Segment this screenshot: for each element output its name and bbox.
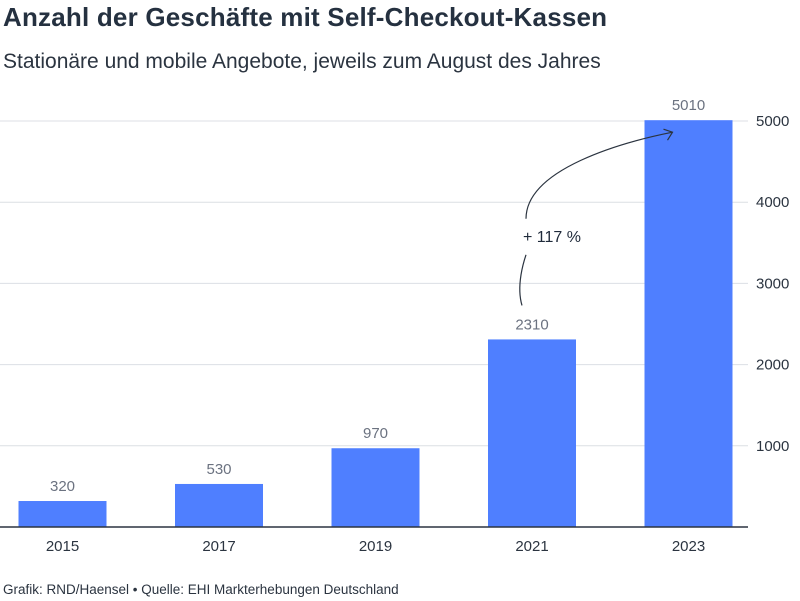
data-label: 530 bbox=[206, 461, 231, 478]
data-label: 2310 bbox=[515, 316, 548, 333]
x-tick-label: 2019 bbox=[359, 538, 392, 555]
y-tick-label: 1000 bbox=[756, 438, 789, 455]
x-tick-label: 2023 bbox=[672, 538, 705, 555]
annotation-curve-lower bbox=[519, 254, 527, 306]
annotation-arrowhead bbox=[663, 128, 674, 141]
data-label: 970 bbox=[363, 425, 388, 442]
chart-title: Anzahl der Geschäfte mit Self-Checkout-K… bbox=[3, 2, 608, 32]
y-tick-label: 2000 bbox=[756, 357, 789, 374]
data-label: 320 bbox=[50, 478, 75, 495]
x-tick-label: 2021 bbox=[515, 538, 548, 555]
x-tick-label: 2017 bbox=[202, 538, 235, 555]
y-tick-label: 5000 bbox=[756, 113, 789, 130]
bar bbox=[18, 501, 107, 527]
annotation-curve-upper bbox=[525, 131, 673, 219]
bar bbox=[331, 448, 420, 527]
bar bbox=[488, 339, 576, 527]
bar bbox=[644, 120, 733, 528]
source-credit: Grafik: RND/Haensel • Quelle: EHI Markte… bbox=[3, 582, 399, 597]
x-tick-label: 2015 bbox=[46, 538, 79, 555]
y-tick-label: 4000 bbox=[756, 194, 789, 211]
y-tick-label: 3000 bbox=[756, 275, 789, 292]
chart-subtitle: Stationäre und mobile Angebote, jeweils … bbox=[3, 50, 601, 73]
annotation-label: + 117 % bbox=[523, 229, 581, 246]
bar bbox=[175, 483, 263, 527]
data-label: 5010 bbox=[672, 97, 705, 114]
